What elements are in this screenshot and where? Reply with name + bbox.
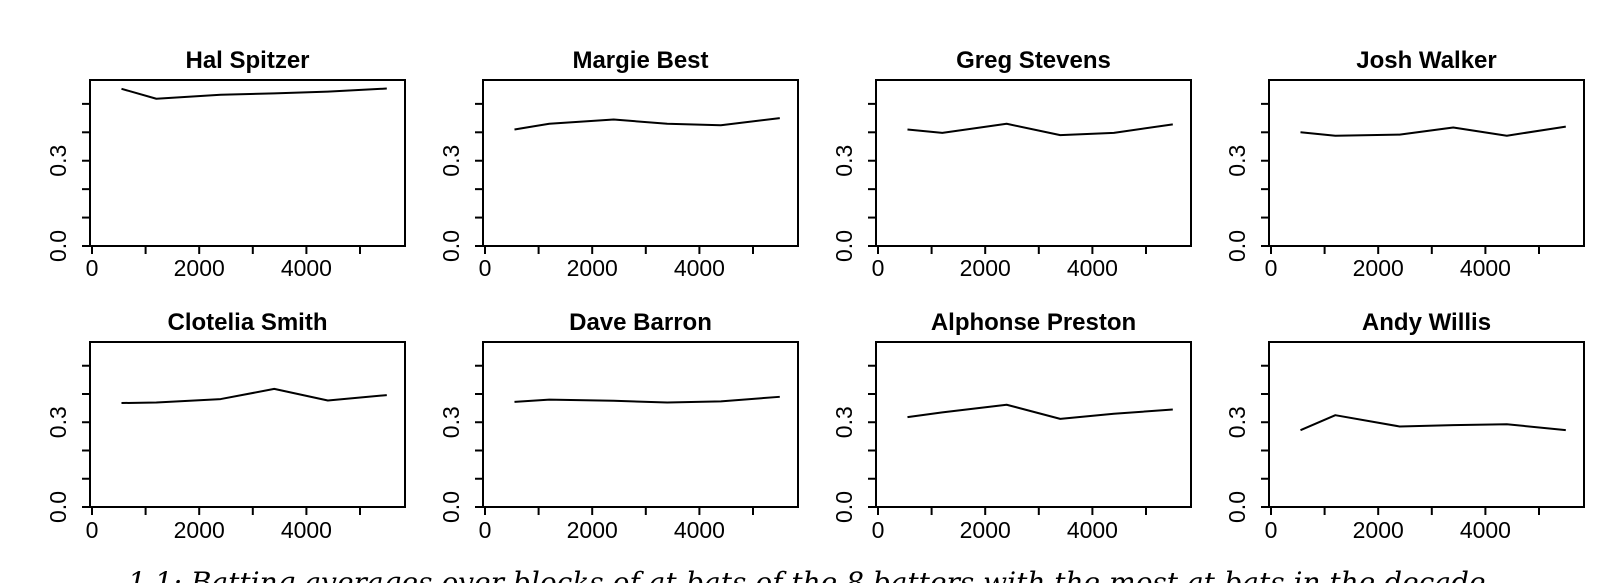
x-tick-label: 4000 (1067, 517, 1118, 543)
plot-box (482, 79, 799, 247)
x-tick-label: 4000 (674, 255, 725, 281)
panel-title: Josh Walker (1356, 47, 1497, 74)
plot-box (482, 341, 799, 508)
x-tick-label: 0 (872, 255, 885, 281)
panel-clotelia-smith: Clotelia Smith 0.0 0.3 0 2000 4000 (45, 309, 406, 543)
y-tick-label: 0.3 (1224, 145, 1250, 177)
panel-dave-barron: Dave Barron 0.0 0.3 0 2000 4000 (438, 309, 799, 543)
x-tick-label: 2000 (567, 255, 618, 281)
plot-box (1268, 341, 1585, 508)
panel-title: Andy Willis (1362, 309, 1491, 336)
panel-title: Dave Barron (569, 309, 712, 336)
panel-hal-spitzer: Hal Spitzer 0.0 0.3 0 2000 4000 (45, 47, 406, 281)
x-tick-label: 0 (872, 517, 885, 543)
plot-box (1268, 79, 1585, 247)
data-line (514, 395, 780, 404)
y-tick-label: 0.0 (45, 230, 71, 262)
x-tick-label: 4000 (281, 517, 332, 543)
plot-box (89, 341, 406, 508)
y-tick-label: 0.3 (831, 406, 857, 438)
panel-josh-walker: Josh Walker 0.0 0.3 0 2000 4000 (1224, 47, 1585, 281)
panel-title: Hal Spitzer (185, 47, 309, 74)
x-tick-label: 4000 (1067, 255, 1118, 281)
x-tick-label: 2000 (960, 517, 1011, 543)
data-line (1300, 125, 1566, 137)
data-line (1300, 414, 1566, 432)
y-tick-label: 0.3 (45, 406, 71, 438)
data-line (907, 122, 1173, 137)
plot-box (89, 79, 406, 247)
y-tick-label: 0.0 (438, 230, 464, 262)
panel-alphonse-preston: Alphonse Preston 0.0 0.3 0 2000 4000 (831, 309, 1192, 543)
x-tick-label: 2000 (960, 255, 1011, 281)
x-tick-label: 4000 (674, 517, 725, 543)
panel-title: Alphonse Preston (931, 309, 1136, 336)
x-tick-label: 4000 (1460, 255, 1511, 281)
plot-box (875, 79, 1192, 247)
panel-title: Greg Stevens (956, 47, 1111, 74)
y-tick-label: 0.3 (438, 145, 464, 177)
x-tick-label: 2000 (1353, 517, 1404, 543)
y-tick-label: 0.0 (1224, 491, 1250, 523)
data-line (121, 87, 387, 100)
y-tick-label: 0.3 (438, 406, 464, 438)
panel-margie-best: Margie Best 0.0 0.3 0 2000 4000 (438, 47, 799, 281)
x-tick-label: 0 (1265, 255, 1278, 281)
y-tick-label: 0.0 (1224, 230, 1250, 262)
y-tick-label: 0.3 (1224, 406, 1250, 438)
x-tick-label: 2000 (567, 517, 618, 543)
x-tick-label: 0 (86, 255, 99, 281)
x-tick-label: 0 (479, 517, 492, 543)
y-tick-label: 0.0 (45, 491, 71, 523)
x-tick-label: 4000 (281, 255, 332, 281)
x-tick-label: 0 (479, 255, 492, 281)
y-tick-label: 0.3 (831, 145, 857, 177)
x-tick-label: 0 (86, 517, 99, 543)
data-line (907, 403, 1173, 420)
panel-title: Clotelia Smith (167, 309, 327, 336)
x-tick-label: 0 (1265, 517, 1278, 543)
data-line (121, 387, 387, 405)
x-tick-label: 2000 (174, 255, 225, 281)
panel-title: Margie Best (572, 47, 708, 74)
x-tick-label: 2000 (174, 517, 225, 543)
y-tick-label: 0.0 (831, 491, 857, 523)
plot-box (875, 341, 1192, 508)
y-tick-label: 0.0 (831, 230, 857, 262)
y-tick-label: 0.3 (45, 145, 71, 177)
figure-caption: 1.1: Batting averages over blocks of at-… (128, 566, 1495, 583)
data-line (514, 117, 780, 131)
x-tick-label: 2000 (1353, 255, 1404, 281)
panel-greg-stevens: Greg Stevens 0.0 0.3 0 2000 4000 (831, 47, 1192, 281)
panel-andy-willis: Andy Willis 0.0 0.3 0 2000 4000 (1224, 309, 1585, 543)
x-tick-label: 4000 (1460, 517, 1511, 543)
y-tick-label: 0.0 (438, 491, 464, 523)
